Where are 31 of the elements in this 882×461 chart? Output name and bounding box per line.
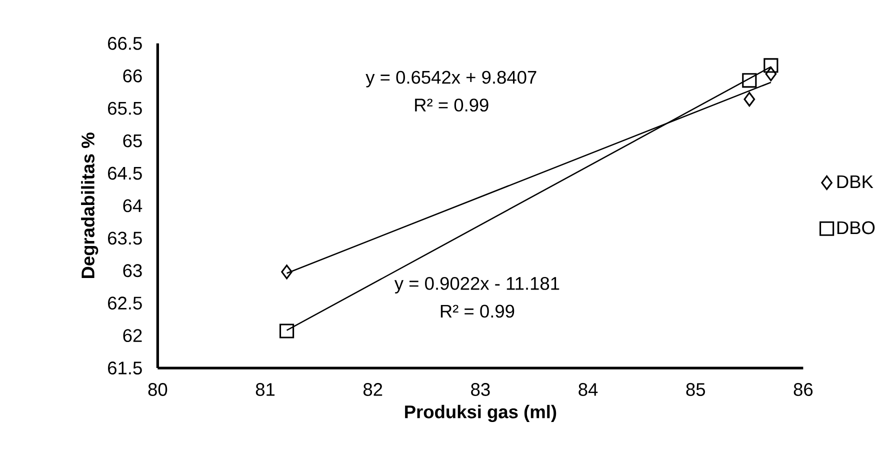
x-tick-label: 80 [148, 383, 168, 396]
y-axis-title: Degradabilitas % [81, 132, 98, 278]
annotation: y = 0.6542x + 9.8407 [366, 70, 536, 88]
annotation: y = 0.9022x - 11.181 [394, 277, 560, 294]
annotation: R² = 0.99 [440, 304, 514, 318]
y-tick-label: 66.5 [108, 37, 142, 50]
y-tick-label: 64 [123, 199, 142, 212]
x-tick-label: 84 [578, 383, 598, 396]
point [279, 324, 294, 338]
x-tick-label: 81 [256, 383, 275, 396]
x-tick-label: 85 [686, 383, 705, 396]
x-tick-label: 82 [363, 383, 382, 396]
y-tick-label: 63.5 [108, 232, 142, 245]
y-tick-label: 65 [123, 134, 142, 148]
x-tick-label: 83 [471, 383, 490, 396]
legend-label: DBK [837, 176, 874, 188]
legend-label: DBO [837, 221, 875, 234]
y-tick-label: 66 [123, 70, 142, 82]
y-tick-label: 62.5 [108, 296, 142, 310]
point [744, 92, 756, 107]
point [281, 264, 292, 280]
y-tick-label: 63 [123, 264, 142, 278]
y-tick-label: 61.5 [108, 362, 142, 375]
x-axis-title: Produksi gas (ml) [405, 405, 556, 422]
y-tick-label: 62 [123, 329, 142, 342]
x-tick-label: 86 [794, 383, 813, 396]
point [764, 58, 778, 73]
y-tick-label: 65.5 [108, 102, 142, 115]
annotation: R² = 0.99 [415, 98, 488, 112]
point [742, 73, 757, 88]
y-tick-label: 64.5 [108, 166, 142, 180]
